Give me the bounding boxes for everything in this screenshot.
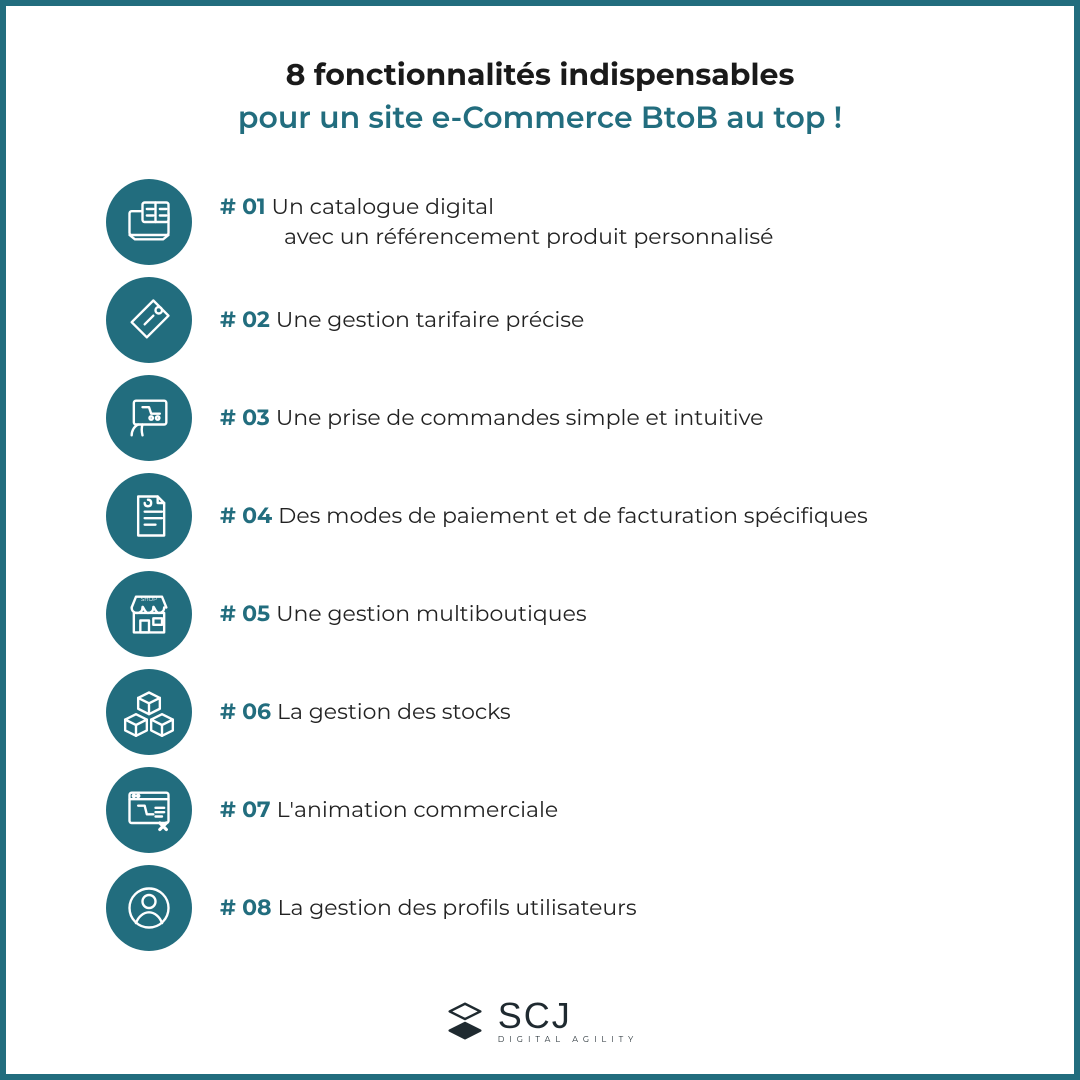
item-label: Une gestion multiboutiques — [276, 600, 587, 627]
item-label: Des modes de paiement et de facturation … — [278, 502, 868, 529]
list-item: # 08La gestion des profils utilisateurs — [106, 862, 1014, 954]
title-line-2: pour un site e-Commerce BtoB au top ! — [66, 99, 1014, 136]
list-item: # 02Une gestion tarifaire précise — [106, 274, 1014, 366]
brand-logo: SCJ DIGITAL AGILITY — [442, 998, 639, 1044]
footer: SCJ DIGITAL AGILITY — [66, 998, 1014, 1054]
item-text: # 08La gestion des profils utilisateurs — [220, 893, 637, 923]
item-number: # 06 — [220, 698, 271, 725]
order-icon — [106, 375, 192, 461]
item-number: # 01 — [220, 193, 266, 220]
list-item: # 07L'animation commerciale — [106, 764, 1014, 856]
item-label: Une prise de commandes simple et intuiti… — [276, 404, 764, 431]
promo-icon — [106, 767, 192, 853]
item-text: # 03Une prise de commandes simple et int… — [220, 403, 763, 433]
item-number: # 08 — [220, 894, 272, 921]
item-number: # 03 — [220, 404, 270, 431]
brand-text: SCJ DIGITAL AGILITY — [498, 998, 639, 1044]
list-item: SHOP # 05Une gestion multiboutiques — [106, 568, 1014, 660]
item-text: # 02Une gestion tarifaire précise — [220, 305, 584, 335]
item-text: # 07L'animation commerciale — [220, 795, 558, 825]
item-label: Un catalogue digital — [272, 193, 495, 220]
item-number: # 02 — [220, 306, 270, 333]
brand-tagline: DIGITAL AGILITY — [498, 1036, 639, 1044]
item-label: Une gestion tarifaire précise — [276, 306, 584, 333]
item-label-line2: avec un référencement produit personnali… — [284, 222, 773, 252]
feature-list: # 01Un catalogue digital avec un référen… — [66, 176, 1014, 954]
catalog-icon — [106, 179, 192, 265]
shop-icon: SHOP — [106, 571, 192, 657]
item-number: # 05 — [220, 600, 270, 627]
item-text: # 01Un catalogue digital avec un référen… — [220, 192, 773, 251]
list-item: # 01Un catalogue digital avec un référen… — [106, 176, 1014, 268]
header: 8 fonctionnalités indispensables pour un… — [66, 56, 1014, 136]
item-label: L'animation commerciale — [277, 796, 559, 823]
item-text: # 05Une gestion multiboutiques — [220, 599, 587, 629]
logo-mark-icon — [442, 998, 488, 1044]
brand-name: SCJ — [498, 998, 639, 1034]
item-label: La gestion des profils utilisateurs — [278, 894, 637, 921]
item-number: # 07 — [220, 796, 271, 823]
list-item: # 04Des modes de paiement et de facturat… — [106, 470, 1014, 562]
svg-text:SHOP: SHOP — [141, 597, 157, 603]
item-number: # 04 — [220, 502, 272, 529]
title-line-1: 8 fonctionnalités indispensables — [66, 56, 1014, 93]
list-item: # 06La gestion des stocks — [106, 666, 1014, 758]
pricing-icon — [106, 277, 192, 363]
item-text: # 04Des modes de paiement et de facturat… — [220, 501, 868, 531]
stock-icon — [106, 669, 192, 755]
user-icon — [106, 865, 192, 951]
item-label: La gestion des stocks — [277, 698, 511, 725]
infographic-frame: 8 fonctionnalités indispensables pour un… — [0, 0, 1080, 1080]
item-text: # 06La gestion des stocks — [220, 697, 511, 727]
list-item: # 03Une prise de commandes simple et int… — [106, 372, 1014, 464]
invoice-icon — [106, 473, 192, 559]
